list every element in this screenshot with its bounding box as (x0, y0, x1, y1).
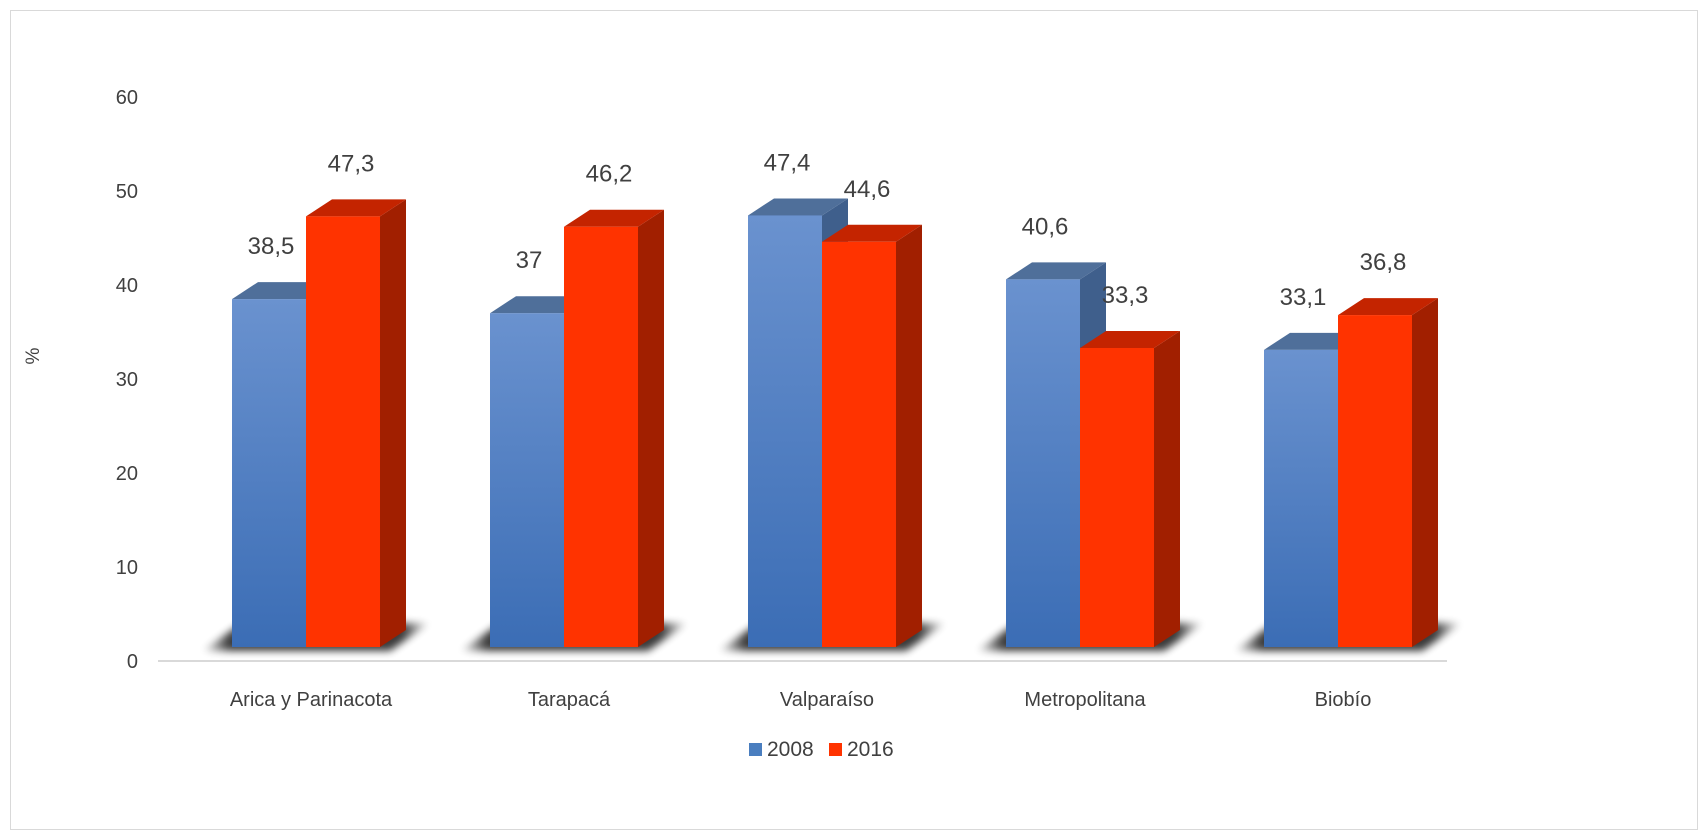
y-tick-label: 0 (127, 651, 138, 673)
bar-chart: % 0 10 20 30 40 50 60 Arica y Parinacota Tarapa… (23, 87, 1462, 761)
data-label-2016: 47,3 (328, 150, 375, 177)
bar-2016 (1338, 298, 1438, 647)
bar-front (564, 226, 638, 647)
data-labels: 38,5 47,3 37 46,2 47,4 44,6 40,6 33,3 33,1 36,8 (248, 149, 1407, 310)
bar-top (822, 224, 922, 242)
y-tick-label: 40 (116, 275, 138, 297)
legend-label-2016: 2016 (847, 738, 894, 761)
bar-top (1080, 330, 1180, 348)
legend-swatch-2016 (829, 743, 842, 756)
bar-side (1412, 298, 1438, 647)
bar-top (1338, 298, 1438, 316)
x-tick-label: Tarapacá (528, 689, 611, 711)
bar-top (748, 198, 848, 216)
y-tick-label: 10 (116, 557, 138, 579)
bar-2016 (1080, 330, 1180, 647)
bar-top (564, 209, 664, 227)
y-tick-label: 60 (116, 87, 138, 109)
bar-front (1080, 347, 1154, 647)
x-tick-label: Valparaíso (780, 689, 874, 711)
bar-front (306, 216, 380, 647)
data-label-2016: 44,6 (844, 176, 891, 203)
bar-front (1006, 279, 1080, 647)
x-axis: Arica y Parinacota Tarapacá Valparaíso Metr… (230, 689, 1372, 711)
bar-2016 (822, 224, 922, 647)
bar-top (1006, 262, 1106, 280)
legend-label-2008: 2008 (767, 738, 814, 761)
bar-side (896, 224, 922, 647)
bar-top (306, 199, 406, 217)
data-label-2008: 37 (516, 247, 543, 274)
bar-side (1154, 330, 1180, 647)
y-axis-title: % (23, 347, 44, 364)
y-tick-label: 30 (116, 369, 138, 391)
legend-swatch-2008 (749, 743, 762, 756)
bar-2016 (306, 199, 406, 647)
bar-front (1264, 349, 1338, 647)
data-label-2016: 36,8 (1360, 249, 1407, 276)
data-label-2008: 38,5 (248, 233, 295, 260)
bar-side (380, 199, 406, 647)
data-label-2008: 40,6 (1022, 213, 1069, 240)
x-tick-label: Biobío (1315, 689, 1372, 711)
bar-2016 (564, 209, 664, 647)
data-label-2008: 47,4 (764, 149, 811, 176)
data-label-2008: 33,1 (1280, 284, 1327, 311)
bar-front (490, 313, 564, 647)
y-axis: 0 10 20 30 40 50 60 (116, 87, 138, 673)
legend: 2008 2016 (749, 738, 894, 761)
bar-front (1338, 315, 1412, 647)
y-tick-label: 50 (116, 181, 138, 203)
bar-front (822, 241, 896, 647)
x-tick-label: Arica y Parinacota (230, 689, 393, 711)
bar-side (638, 209, 664, 647)
data-label-2016: 33,3 (1102, 282, 1149, 309)
y-tick-label: 20 (116, 463, 138, 485)
x-tick-label: Metropolitana (1024, 689, 1146, 711)
bar-front (748, 215, 822, 647)
bar-front (232, 299, 306, 647)
chart-frame: % 0 10 20 30 40 50 60 Arica y Parinacota Tarapa… (10, 10, 1698, 830)
bars (232, 198, 1438, 647)
data-label-2016: 46,2 (586, 161, 633, 188)
